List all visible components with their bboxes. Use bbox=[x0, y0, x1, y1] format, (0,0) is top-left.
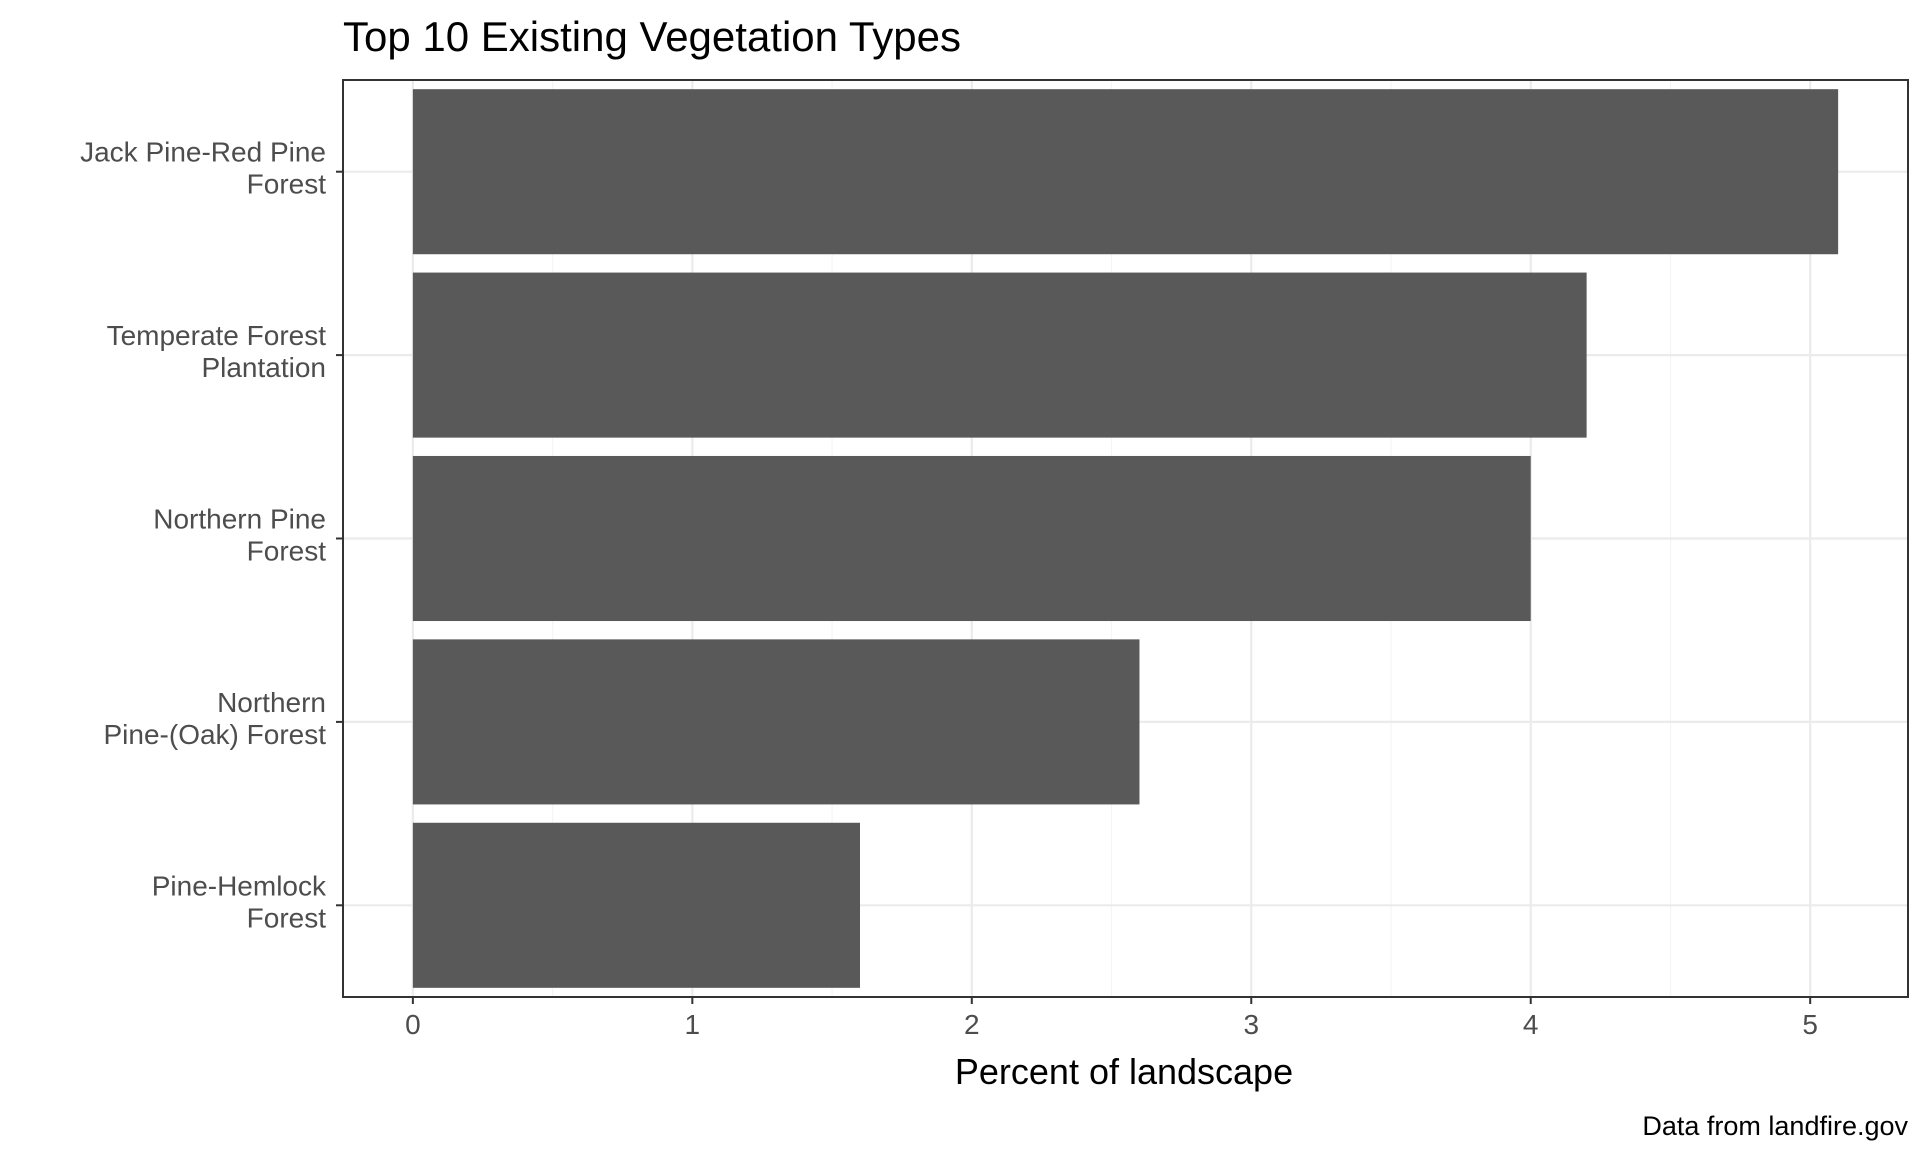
x-tick-label: 4 bbox=[1523, 1009, 1539, 1040]
y-axis: Jack Pine-Red Pine Forest Temperate Forest… bbox=[80, 137, 343, 933]
bar bbox=[412, 89, 1839, 255]
y-tick-label: Pine-Hemlock Forest bbox=[152, 870, 327, 933]
caption: Data from landfire.gov bbox=[1642, 1111, 1908, 1141]
x-tick-label: 3 bbox=[1243, 1009, 1259, 1040]
bar bbox=[412, 639, 1140, 805]
bar bbox=[412, 455, 1531, 622]
bars bbox=[412, 89, 1839, 988]
x-tick-label: 1 bbox=[685, 1009, 701, 1040]
y-tick-label: Temperate Forest Plantation bbox=[107, 320, 327, 383]
bar bbox=[412, 822, 861, 988]
bar bbox=[412, 272, 1587, 438]
y-tick-label: Northern Pine-(Oak) Forest bbox=[104, 687, 327, 750]
y-tick-label: Northern Pine Forest bbox=[153, 504, 326, 567]
x-tick-label: 2 bbox=[964, 1009, 980, 1040]
x-axis-label: Percent of landscape bbox=[955, 1051, 1293, 1092]
y-tick-label: Jack Pine-Red Pine Forest bbox=[80, 137, 326, 200]
chart-title: Top 10 Existing Vegetation Types bbox=[343, 13, 961, 60]
x-tick-label: 0 bbox=[405, 1009, 421, 1040]
x-axis: 0 1 2 3 4 5 bbox=[405, 997, 1818, 1040]
x-tick-label: 5 bbox=[1802, 1009, 1818, 1040]
